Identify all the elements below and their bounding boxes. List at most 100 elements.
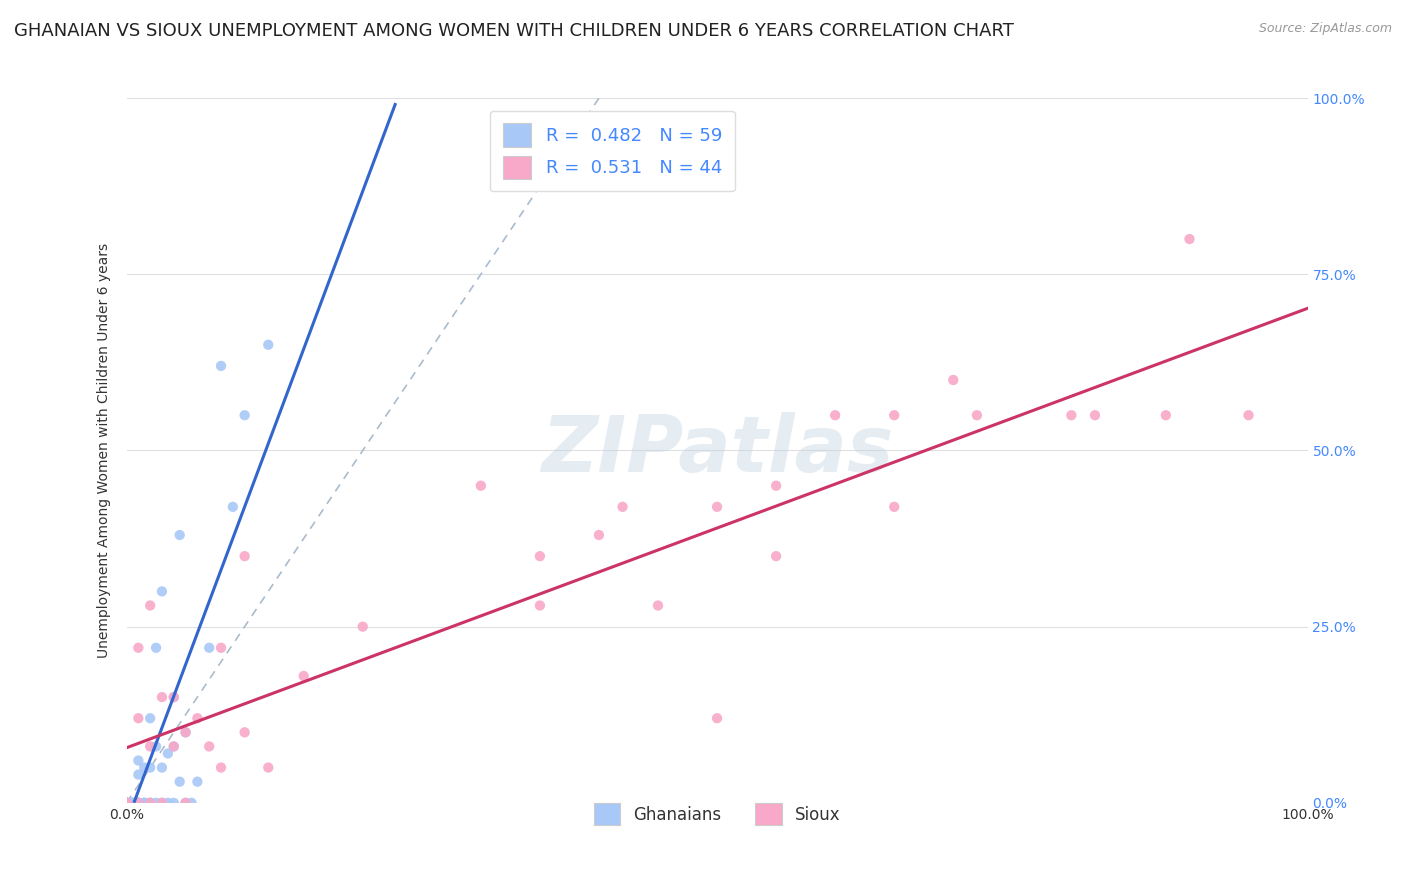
Point	[115, 796, 138, 810]
Point	[150, 690, 173, 705]
Point	[121, 796, 143, 810]
Point	[115, 796, 138, 810]
Point	[1084, 408, 1107, 422]
Point	[209, 760, 232, 774]
Point	[209, 359, 232, 373]
Point	[257, 760, 280, 774]
Point	[115, 796, 138, 810]
Point	[765, 549, 787, 564]
Point	[127, 640, 149, 655]
Point	[612, 500, 634, 514]
Point	[115, 796, 138, 810]
Point	[150, 796, 173, 810]
Text: GHANAIAN VS SIOUX UNEMPLOYMENT AMONG WOMEN WITH CHILDREN UNDER 6 YEARS CORRELATI: GHANAIAN VS SIOUX UNEMPLOYMENT AMONG WOM…	[14, 22, 1014, 40]
Point	[174, 725, 197, 739]
Point	[174, 796, 197, 810]
Point	[115, 796, 138, 810]
Point	[115, 796, 138, 810]
Point	[150, 796, 173, 810]
Point	[127, 796, 149, 810]
Point	[883, 500, 905, 514]
Point	[150, 584, 173, 599]
Point	[115, 796, 138, 810]
Point	[1178, 232, 1201, 246]
Point	[145, 796, 167, 810]
Point	[115, 796, 138, 810]
Point	[706, 500, 728, 514]
Point	[115, 796, 138, 810]
Point	[127, 767, 149, 781]
Point	[1060, 408, 1083, 422]
Point	[529, 599, 551, 613]
Point	[163, 739, 186, 754]
Point	[115, 796, 138, 810]
Point	[115, 796, 138, 810]
Point	[169, 528, 191, 542]
Point	[257, 338, 280, 352]
Point	[883, 408, 905, 422]
Point	[163, 796, 186, 810]
Point	[824, 408, 846, 422]
Point	[942, 373, 965, 387]
Point	[127, 754, 149, 768]
Point	[174, 725, 197, 739]
Point	[174, 796, 197, 810]
Point	[115, 796, 138, 810]
Point	[134, 760, 156, 774]
Legend: Ghanaians, Sioux: Ghanaians, Sioux	[585, 795, 849, 833]
Point	[139, 739, 162, 754]
Point	[115, 796, 138, 810]
Point	[765, 478, 787, 492]
Point	[163, 690, 186, 705]
Point	[529, 549, 551, 564]
Point	[121, 796, 143, 810]
Point	[139, 711, 162, 725]
Text: ZIPatlas: ZIPatlas	[541, 412, 893, 489]
Point	[233, 725, 256, 739]
Point	[209, 640, 232, 655]
Point	[145, 739, 167, 754]
Point	[706, 711, 728, 725]
Point	[134, 796, 156, 810]
Point	[115, 796, 138, 810]
Point	[156, 747, 179, 761]
Point	[145, 640, 167, 655]
Point	[115, 796, 138, 810]
Point	[115, 796, 138, 810]
Point	[115, 796, 138, 810]
Point	[198, 640, 221, 655]
Point	[233, 408, 256, 422]
Point	[139, 796, 162, 810]
Point	[115, 796, 138, 810]
Point	[121, 796, 143, 810]
Point	[233, 549, 256, 564]
Point	[163, 690, 186, 705]
Point	[352, 619, 374, 633]
Point	[134, 796, 156, 810]
Point	[127, 796, 149, 810]
Point	[180, 796, 202, 810]
Point	[156, 796, 179, 810]
Point	[150, 760, 173, 774]
Point	[115, 796, 138, 810]
Point	[198, 739, 221, 754]
Point	[1237, 408, 1260, 422]
Point	[115, 796, 138, 810]
Point	[139, 760, 162, 774]
Text: Source: ZipAtlas.com: Source: ZipAtlas.com	[1258, 22, 1392, 36]
Y-axis label: Unemployment Among Women with Children Under 6 years: Unemployment Among Women with Children U…	[97, 243, 111, 658]
Point	[588, 528, 610, 542]
Point	[139, 796, 162, 810]
Point	[139, 599, 162, 613]
Point	[115, 796, 138, 810]
Point	[292, 669, 315, 683]
Point	[127, 796, 149, 810]
Point	[163, 739, 186, 754]
Point	[127, 796, 149, 810]
Point	[222, 500, 245, 514]
Point	[966, 408, 988, 422]
Point	[169, 774, 191, 789]
Point	[115, 796, 138, 810]
Point	[470, 478, 492, 492]
Point	[127, 796, 149, 810]
